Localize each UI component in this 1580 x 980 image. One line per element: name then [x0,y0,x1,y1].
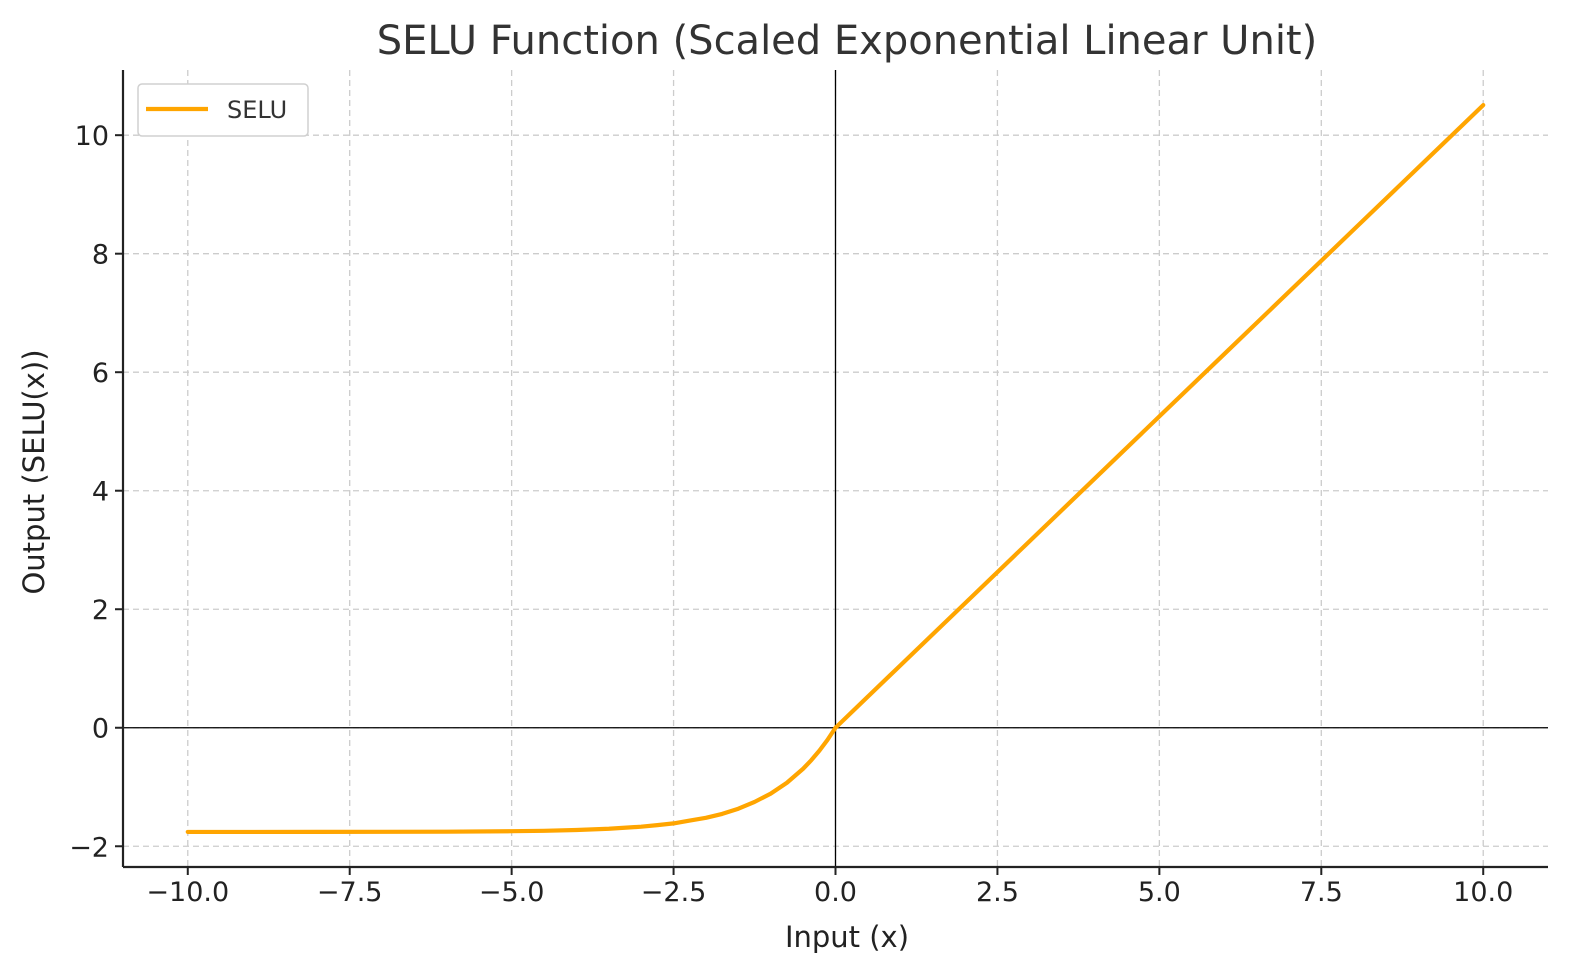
legend-label-selu: SELU [227,96,287,124]
y-axis-label: Output (SELU(x)) [17,349,51,594]
x-axis-label: Input (x) [785,920,909,954]
x-tick-label-0: −10.0 [146,877,229,908]
x-tick-label-7: 7.5 [1300,877,1343,908]
x-tick-label-2: −5.0 [479,877,545,908]
x-tick-label-8: 10.0 [1453,877,1513,908]
y-tick-label-3: 4 [92,477,109,508]
y-tick-label-2: 2 [92,595,109,626]
y-axis-ticks: −2 0 2 4 6 8 10 [69,121,123,863]
y-tick-label-6: 10 [75,121,109,152]
y-tick-label-1: 0 [92,714,109,745]
y-tick-label-5: 8 [92,240,109,271]
legend-box [137,83,309,137]
chart-title: SELU Function (Scaled Exponential Linear… [377,18,1317,64]
y-tick-label-0: −2 [69,832,109,863]
x-tick-label-5: 2.5 [976,877,1019,908]
x-tick-label-4: 0.0 [814,877,857,908]
series-line-selu [185,103,1486,835]
x-tick-label-3: −2.5 [641,877,707,908]
x-tick-label-1: −7.5 [317,877,383,908]
y-tick-label-4: 6 [92,358,109,389]
x-axis-ticks: −10.0 −7.5 −5.0 −2.5 0.0 2.5 5.0 7.5 10.0 [146,867,1513,908]
legend: SELU [137,83,309,137]
x-tick-label-6: 5.0 [1138,877,1181,908]
